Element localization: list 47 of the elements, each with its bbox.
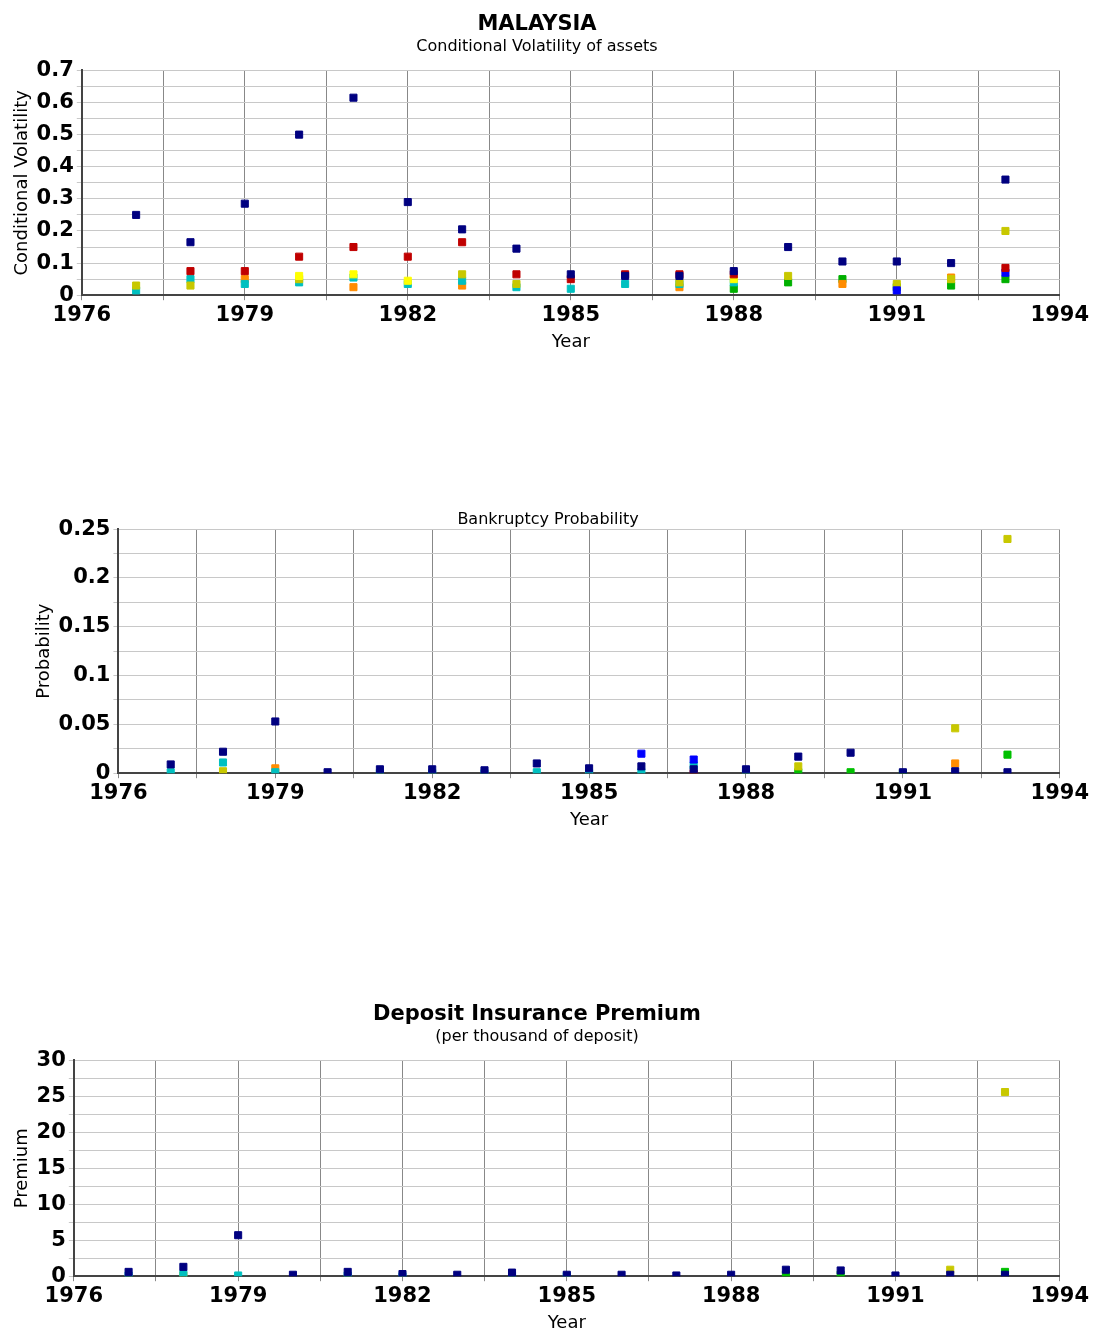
y-tick-label: 0.3 (36, 185, 74, 210)
y-tick-label: 0.15 (58, 613, 111, 638)
y-tick-label: 0.6 (36, 88, 74, 113)
x-tick-label: 1988 (701, 1283, 761, 1308)
x-tick-label: 1988 (704, 302, 764, 327)
x-tick-label: 1982 (402, 780, 462, 805)
y-tick-label: 10 (36, 1190, 66, 1215)
x-tick-label: 1979 (246, 780, 305, 805)
x-axis-title: Year (569, 807, 609, 829)
y-tick-label: 30 (36, 1046, 66, 1071)
y-tick-label: 0.25 (58, 515, 111, 540)
y-axis-title: Conditional Volatility (10, 89, 32, 276)
x-tick-label: 1979 (215, 302, 275, 327)
chart-title: Deposit Insurance Premium (373, 1001, 701, 1026)
x-tick-label: 1988 (716, 780, 776, 805)
y-tick-label: 15 (36, 1154, 66, 1179)
x-tick-label: 1982 (378, 302, 438, 327)
y-tick-label: 0.1 (36, 249, 74, 274)
y-tick-label: 0.2 (73, 564, 111, 589)
x-tick-label: 1994 (1030, 780, 1089, 805)
y-tick-label: 5 (51, 1226, 66, 1251)
x-tick-label: 1991 (873, 780, 933, 805)
chart-subtitle: (per thousand of deposit) (435, 1025, 639, 1045)
x-tick-label: 1991 (867, 302, 927, 327)
y-axis-title: Probability (32, 603, 54, 699)
x-tick-label: 1994 (1030, 1283, 1089, 1308)
x-tick-label: 1994 (1030, 302, 1089, 327)
x-tick-label: 1985 (559, 780, 619, 805)
y-tick-label: 0.05 (58, 710, 111, 735)
chart-title: Bankruptcy Probability (457, 508, 639, 528)
chart-title: MALAYSIA (477, 11, 598, 36)
x-tick-label: 1985 (537, 1283, 597, 1308)
x-tick-label: 1985 (541, 302, 601, 327)
y-tick-label: 20 (36, 1118, 66, 1143)
y-tick-label: 0.5 (36, 121, 74, 146)
x-axis-title: Year (550, 329, 591, 351)
chart-subtitle: Conditional Volatility of assets (416, 35, 658, 55)
x-tick-label: 1979 (208, 1283, 268, 1308)
x-axis-title: Year (546, 1310, 587, 1332)
y-axis-title: Premium (10, 1128, 32, 1209)
x-tick-label: 1991 (866, 1283, 925, 1308)
y-tick-label: 25 (36, 1082, 66, 1107)
y-tick-label: 0.1 (73, 662, 111, 687)
y-tick-label: 0.7 (36, 56, 74, 81)
x-tick-label: 1982 (373, 1283, 432, 1308)
y-tick-label: 0.2 (36, 217, 74, 242)
y-tick-label: 0.4 (36, 153, 74, 178)
